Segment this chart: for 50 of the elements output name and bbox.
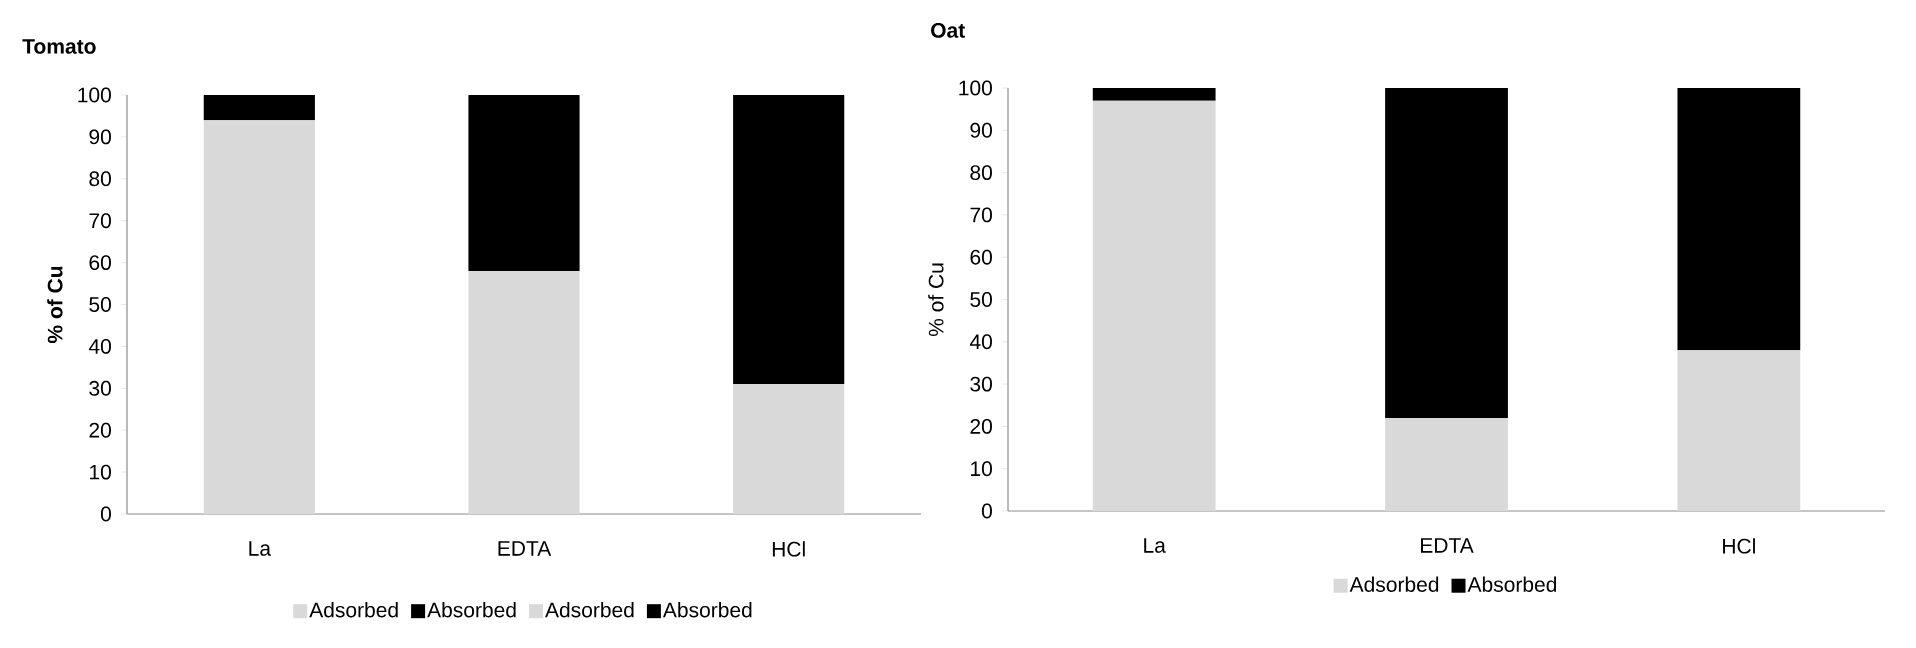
legend-label: Absorbed: [662, 602, 752, 618]
y-tick-label: 30: [89, 380, 111, 396]
y-tick-label: 80: [89, 171, 111, 187]
x-tick-label: La: [1144, 538, 1166, 553]
bar: [1677, 88, 1801, 351]
y-tick-label: 30: [970, 376, 992, 392]
y-tick-label: 20: [89, 422, 111, 438]
y-tick-label: 70: [89, 213, 111, 229]
x-tick-label: HCl: [772, 541, 805, 557]
y-tick-label: 70: [970, 207, 992, 223]
bar: [1092, 100, 1216, 511]
y-axis-title: % of Cu: [47, 266, 63, 344]
y-tick-label: 90: [89, 129, 111, 145]
y-tick-label: 50: [89, 297, 111, 312]
y-tick-label: 10: [971, 461, 992, 477]
bar: [468, 270, 580, 514]
chart-title: Oat: [931, 22, 965, 38]
y-tick-label: 90: [970, 122, 992, 138]
legend-label: Absorbed: [427, 602, 516, 618]
bar: [203, 120, 315, 514]
bar: [468, 95, 580, 271]
y-tick-label: 10: [90, 464, 111, 480]
x-tick-label: La: [249, 541, 272, 556]
y-tick-label: 80: [970, 165, 992, 181]
x-tick-label: EDTA: [498, 541, 552, 556]
y-tick-label: 100: [959, 80, 992, 96]
x-tick-label: EDTA: [1421, 538, 1474, 553]
bar: [1092, 88, 1216, 101]
y-tick-label: 40: [969, 334, 992, 350]
bar: [733, 384, 845, 514]
bar: [733, 95, 845, 385]
x-tick-label: HCl: [1723, 538, 1755, 554]
bar: [1385, 88, 1508, 418]
y-tick-label: 50: [970, 292, 992, 307]
legend-label: Adsorbed: [309, 602, 398, 618]
legend-label: Absorbed: [1467, 576, 1557, 592]
bar: [1677, 350, 1801, 511]
y-tick-label: 40: [88, 338, 111, 354]
chart-title: Tomato: [22, 39, 96, 54]
bar: [1385, 417, 1508, 511]
y-tick-label: 60: [89, 255, 111, 271]
y-axis-title: % of Cu: [928, 263, 944, 337]
y-tick-label: 60: [970, 249, 992, 265]
y-tick-label: 100: [78, 87, 111, 103]
legend-label: Adsorbed: [545, 602, 634, 618]
bar: [203, 95, 315, 121]
y-tick-label: 0: [981, 503, 992, 519]
y-tick-label: 20: [970, 418, 992, 434]
y-tick-label: 0: [100, 506, 111, 522]
legend-label: Adsorbed: [1349, 576, 1439, 592]
